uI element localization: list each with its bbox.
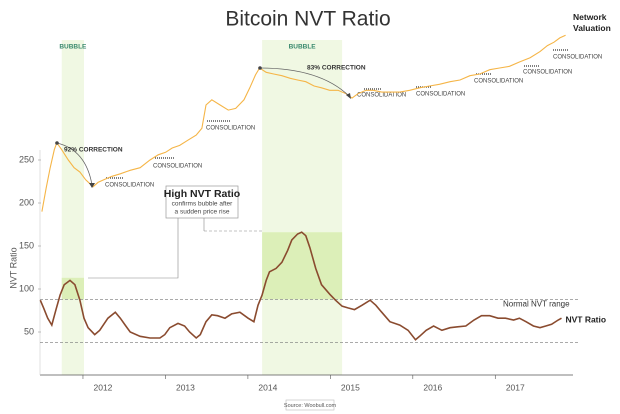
callout-title: High NVT Ratio xyxy=(164,188,240,200)
consolidation-label: CONSOLIDATION xyxy=(153,164,202,170)
x-tick-label: 2017 xyxy=(506,382,525,392)
callout-connector xyxy=(88,218,179,279)
bubble-box xyxy=(262,232,343,300)
y-tick-label: 250 xyxy=(19,154,34,164)
x-tick-label: 2014 xyxy=(258,382,277,392)
correction-label: 83% CORRECTION xyxy=(307,65,366,72)
series-label: NVT Ratio xyxy=(565,314,606,324)
bubble-box xyxy=(61,277,85,300)
y-tick-label: 50 xyxy=(24,326,34,336)
bubble-band xyxy=(262,40,343,375)
consolidation-label: CONSOLIDATION xyxy=(523,70,572,76)
x-tick-label: 2012 xyxy=(94,382,113,392)
correction-arrow xyxy=(56,142,93,186)
x-tick-label: 2016 xyxy=(423,382,442,392)
callout-text: a sudden price rise xyxy=(175,209,230,216)
callout-text: confirms bubble after xyxy=(172,201,234,208)
consolidation-label: CONSOLIDATION xyxy=(206,126,255,132)
consolidation-label: CONSOLIDATION xyxy=(105,183,154,189)
correction-arrowhead xyxy=(89,183,95,188)
consolidation-label: CONSOLIDATION xyxy=(357,93,406,99)
series-label: Network Valuation xyxy=(573,12,611,33)
chart-title: Bitcoin NVT Ratio xyxy=(225,8,390,31)
normal-range-label: Normal NVT range xyxy=(503,299,570,308)
y-tick-label: 200 xyxy=(19,197,34,207)
main-layer: NVT Ratio xyxy=(39,34,606,341)
background-layer: BUBBLE BUBBLE 50 100 150 200 250 2012 2013 2014 20… xyxy=(19,40,602,392)
correction-arrowhead xyxy=(346,93,351,99)
consolidation-label: CONSOLIDATION xyxy=(553,55,602,61)
correction-dot xyxy=(258,66,262,70)
correction-label: 92% CORRECTION xyxy=(64,147,123,154)
x-tick-label: 2013 xyxy=(176,382,195,392)
consolidation-label: CONSOLIDATION xyxy=(416,92,465,98)
source-box xyxy=(285,399,335,411)
bubble-label: BUBBLE xyxy=(289,44,317,51)
series-line xyxy=(41,34,566,212)
callout-box xyxy=(165,185,239,219)
source: Source: Woobull.com xyxy=(284,403,337,409)
correction-dot xyxy=(55,141,59,145)
series-line xyxy=(39,231,562,341)
y-tick-label: 100 xyxy=(19,283,34,293)
correction-arrow xyxy=(259,67,350,97)
y-axis-title: NVT Ratio xyxy=(8,247,18,288)
y-tick-label: 150 xyxy=(19,240,34,250)
x-tick-label: 2015 xyxy=(341,382,360,392)
consolidation-label: CONSOLIDATION xyxy=(474,79,523,85)
bubble-band xyxy=(61,40,85,375)
bubble-label: BUBBLE xyxy=(59,44,87,51)
